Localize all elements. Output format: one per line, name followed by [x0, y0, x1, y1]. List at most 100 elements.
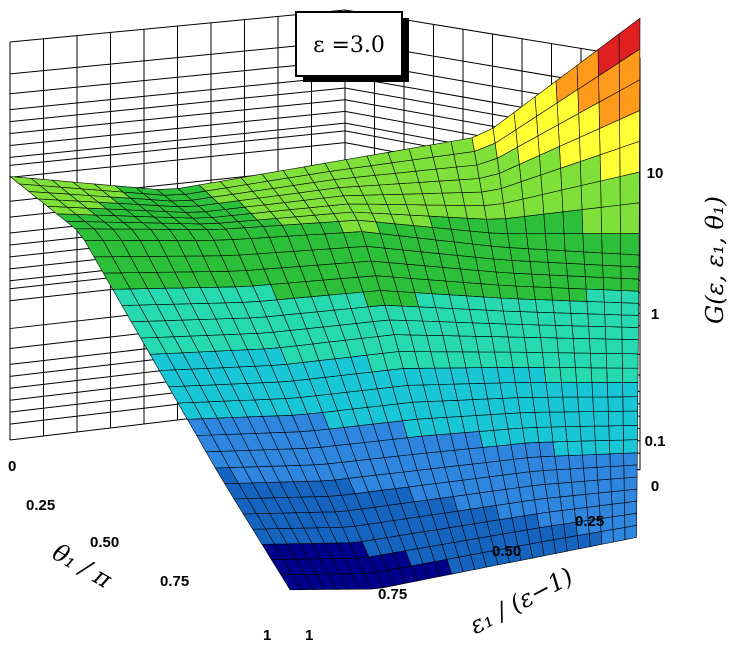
surface-patch: [609, 465, 625, 480]
surface-patch: [577, 396, 594, 413]
surface-patch: [611, 502, 625, 518]
surface-patch: [526, 351, 545, 368]
surface-patch: [493, 258, 515, 274]
grid-line: [9, 9, 346, 43]
surface-patch: [566, 440, 583, 456]
surface-patch: [531, 273, 552, 288]
surface-patch: [536, 311, 556, 326]
surface-patch: [485, 309, 506, 325]
surface-patch: [592, 396, 609, 412]
surface-patch: [534, 299, 555, 314]
surface-patch: [529, 261, 550, 276]
surface-patch: [523, 336, 543, 353]
y-tick-label: 0.50: [492, 543, 521, 560]
surface-patch: [562, 396, 580, 413]
x-axis-ticks: 0 0.25 0.50 0.75 1: [8, 458, 271, 644]
surface-patch: [559, 495, 575, 511]
surface-patch: [477, 270, 499, 286]
surface-patch: [567, 275, 587, 290]
surface-patch: [438, 179, 463, 194]
surface-patch: [496, 366, 516, 384]
surface-patch: [557, 352, 576, 368]
surface-patch: [605, 353, 623, 369]
x-tick-label: 0: [8, 458, 16, 475]
surface-patch: [555, 324, 574, 339]
surface-patch: [572, 337, 591, 354]
surface-patch: [602, 264, 622, 279]
surface-patch: [483, 296, 504, 312]
surface-patch: [581, 206, 602, 234]
surface-patch: [398, 182, 423, 195]
surface-patch: [621, 314, 639, 328]
grid-line: [9, 40, 346, 75]
surface-patch: [559, 367, 577, 383]
surface-patch: [509, 247, 531, 262]
surface-patch: [546, 496, 563, 513]
surface-patch: [596, 466, 612, 481]
surface-patch: [560, 381, 579, 398]
z-tick-label: 0: [651, 478, 659, 495]
surface-patch: [402, 193, 427, 206]
annotation-frame: [295, 11, 403, 77]
surface-patch: [512, 366, 531, 383]
surface-patch: [408, 144, 434, 161]
annotation-text: ε =3.0: [313, 33, 385, 58]
surface-patch: [565, 262, 586, 277]
surface-patch: [620, 233, 640, 256]
surface-patch: [612, 514, 626, 530]
surface-patch: [565, 426, 582, 442]
surface-patch: [549, 411, 566, 428]
y-tick-label: 1: [305, 627, 313, 644]
surface-patch: [546, 249, 567, 264]
surface-patch: [603, 289, 622, 304]
surface-patch: [444, 204, 468, 219]
surface-patch: [387, 148, 413, 164]
surface-patch: [500, 297, 521, 312]
surface-patch: [594, 440, 611, 455]
surface-patch: [623, 464, 638, 479]
surface-patch: [563, 411, 581, 428]
surface-patch: [447, 216, 471, 232]
surface-patch: [544, 482, 561, 499]
x-tick-label: 0.25: [26, 497, 55, 514]
surface-patch: [589, 352, 608, 369]
surface-patch: [527, 248, 549, 263]
surface-patch: [601, 252, 622, 267]
x-tick-label: 0.75: [160, 573, 189, 590]
surface-patch: [576, 381, 594, 398]
surface-patch: [621, 338, 639, 355]
surface-patch: [570, 312, 589, 327]
surface-patch: [529, 470, 546, 487]
surface-patch: [519, 411, 538, 429]
surface-patch: [584, 263, 604, 278]
surface-patch: [552, 299, 572, 314]
surface-patch: [498, 284, 519, 300]
surface-patch: [598, 491, 613, 507]
x-tick-label: 0.50: [90, 534, 119, 551]
surface-patch: [464, 205, 487, 220]
z-tick-label: 1: [651, 306, 659, 323]
surface-patch: [514, 381, 534, 398]
y-tick-label: 0.25: [575, 513, 604, 530]
surface-patch: [507, 336, 527, 353]
surface-patch: [571, 480, 587, 496]
surface-patch: [542, 469, 559, 485]
surface-patch: [621, 302, 639, 316]
surface-patch: [580, 180, 602, 210]
surface-patch: [620, 277, 640, 292]
surface-patch: [565, 535, 580, 552]
surface-patch: [609, 452, 625, 467]
surface-patch: [538, 324, 558, 339]
surface-patch: [606, 382, 624, 398]
surface-patch: [601, 233, 621, 255]
surface-patch: [564, 250, 585, 265]
surface-patch: [604, 326, 623, 340]
surface-patch: [522, 426, 540, 444]
surface-patch: [526, 456, 544, 473]
surface-patch: [583, 466, 599, 482]
surface-patch: [9, 176, 41, 186]
surface-patch: [469, 230, 492, 247]
surface-patch: [608, 439, 624, 455]
z-axis-ticks: 10 1 0.1 0: [645, 165, 666, 495]
